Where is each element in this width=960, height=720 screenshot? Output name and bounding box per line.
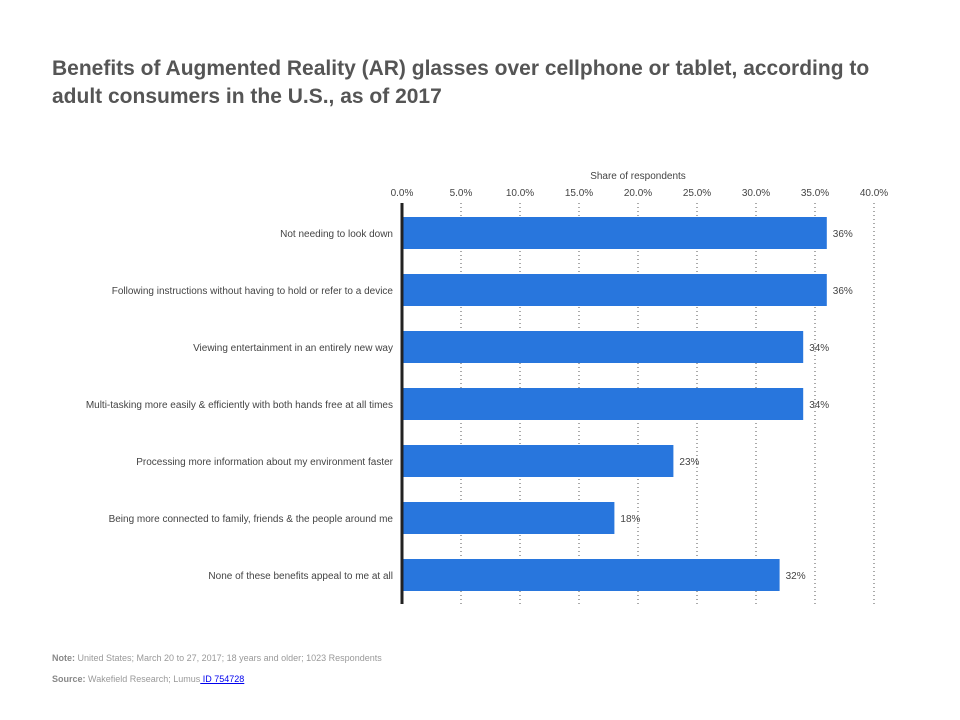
source: Source: Wakefield Research; Lumus ID 754…	[52, 674, 244, 684]
source-text: Wakefield Research; Lumus	[88, 674, 201, 684]
x-tick-label: 5.0%	[450, 188, 473, 199]
x-tick-label: 30.0%	[742, 188, 770, 199]
x-tick-label: 35.0%	[801, 188, 829, 199]
x-tick-label: 10.0%	[506, 188, 534, 199]
x-tick-label: 40.0%	[860, 188, 888, 199]
data-label: 34%	[809, 400, 829, 411]
category-label: Not needing to look down	[280, 229, 393, 240]
bar	[402, 274, 827, 306]
note-label: Note:	[52, 653, 75, 663]
data-label: 32%	[786, 571, 806, 582]
bar	[402, 559, 780, 591]
bar	[402, 331, 804, 363]
source-label: Source:	[52, 674, 86, 684]
data-label: 18%	[620, 514, 640, 525]
bar	[402, 388, 804, 420]
note-text: United States; March 20 to 27, 2017; 18 …	[77, 653, 382, 663]
bar	[402, 445, 674, 477]
x-axis-label: Share of respondents	[590, 171, 686, 182]
category-label: Processing more information about my env…	[136, 457, 393, 468]
bar	[402, 217, 827, 249]
category-label: Multi-tasking more easily & efficiently …	[86, 400, 393, 411]
category-label: Being more connected to family, friends …	[109, 514, 394, 525]
x-tick-label: 0.0%	[391, 188, 414, 199]
data-label: 36%	[833, 286, 853, 297]
data-label: 34%	[809, 343, 829, 354]
source-link[interactable]: ID 754728	[200, 674, 245, 684]
note: Note: United States; March 20 to 27, 201…	[52, 653, 382, 663]
category-label: None of these benefits appeal to me at a…	[208, 571, 393, 582]
x-tick-label: 25.0%	[683, 188, 711, 199]
bar	[402, 502, 615, 534]
data-label: 23%	[679, 457, 699, 468]
chart-title: Benefits of Augmented Reality (AR) glass…	[52, 57, 870, 108]
data-label: 36%	[833, 229, 853, 240]
x-tick-label: 20.0%	[624, 188, 652, 199]
x-tick-label: 15.0%	[565, 188, 593, 199]
category-label: Following instructions without having to…	[112, 286, 394, 297]
category-label: Viewing entertainment in an entirely new…	[193, 343, 393, 354]
